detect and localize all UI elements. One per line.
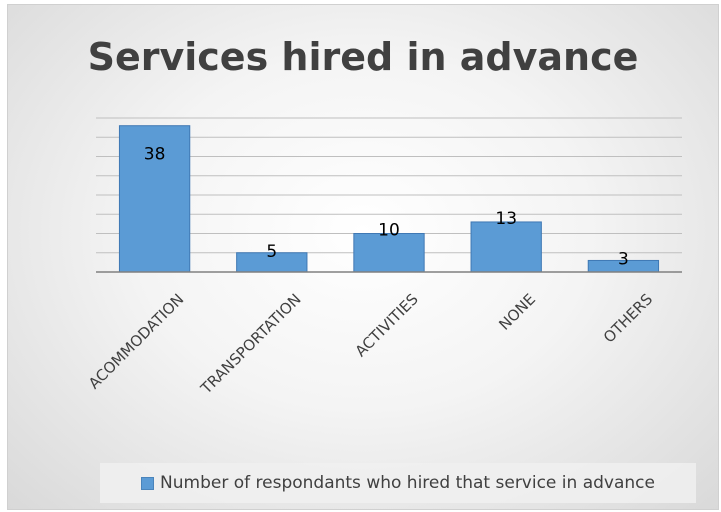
legend-swatch <box>141 476 155 490</box>
x-tick-label: ACTIVITIES <box>352 290 422 360</box>
legend-label: Number of respondants who hired that ser… <box>160 473 655 493</box>
data-label: 5 <box>266 242 277 262</box>
data-label: 3 <box>618 249 629 269</box>
data-label: 38 <box>144 145 166 165</box>
x-tick-label: TRANSPORTATION <box>197 290 305 398</box>
bar <box>353 233 425 273</box>
bar <box>470 221 542 273</box>
data-label: 10 <box>378 221 400 241</box>
x-tick-label: OTHERS <box>600 290 656 346</box>
x-tick-label: NONE <box>495 290 539 334</box>
plot-area: 38 ACOMMODATION 5 TRANSPORTATION 10 ACTIVITIE… <box>85 117 682 398</box>
chart-title: Services hired in advance <box>87 35 639 79</box>
bar <box>118 125 191 273</box>
legend: Number of respondants who hired that ser… <box>100 463 696 503</box>
x-tick-label: ACOMMODATION <box>85 290 188 393</box>
data-label: 13 <box>495 209 517 229</box>
chart-area: Services hired in advance 38 ACOMMODATION… <box>7 4 719 510</box>
